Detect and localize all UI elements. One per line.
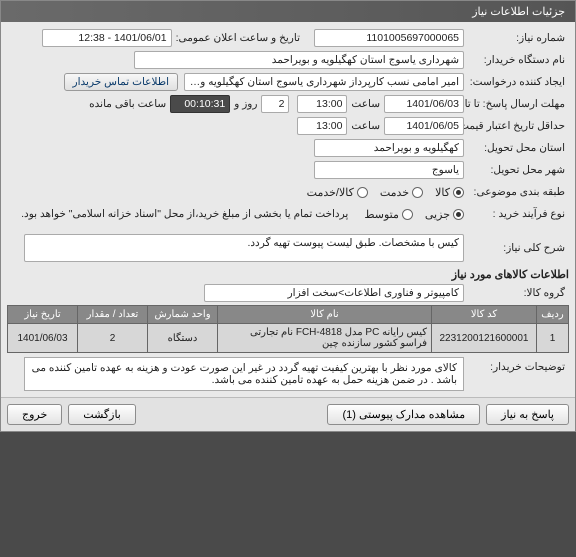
group-value: کامپیوتر و فناوری اطلاعات>سخت افزار	[204, 284, 464, 302]
attachments-button[interactable]: مشاهده مدارک پیوستی (1)	[327, 404, 480, 425]
exit-button[interactable]: خروج	[7, 404, 62, 425]
category-radios: کالا خدمت کالا/خدمت	[307, 186, 464, 199]
buyer-org-value: شهرداری یاسوج استان کهگیلویه و بویراحمد	[134, 51, 464, 69]
th-qty: تعداد / مقدار	[78, 306, 148, 324]
need-details-dialog: جزئیات اطلاعات نیاز شماره نیاز: 11010056…	[0, 0, 576, 432]
radio-dot-icon	[453, 209, 464, 220]
summary-label: شرح کلی نیاز:	[464, 242, 569, 254]
th-date: تاریخ نیاز	[8, 306, 78, 324]
dialog-content: شماره نیاز: 1101005697000065 تاریخ و ساع…	[1, 22, 575, 397]
radio-dot-icon	[412, 187, 423, 198]
province-value: کهگیلویه و بویراحمد	[314, 139, 464, 157]
need-no-value: 1101005697000065	[314, 29, 464, 47]
deadline-time: 13:00	[297, 95, 347, 113]
radio-medium-label: متوسط	[364, 208, 399, 221]
summary-value: کیس با مشخصات. طبق لیست پیوست تهیه گردد.	[24, 234, 464, 262]
days-left: 2	[261, 95, 289, 113]
items-table: ردیف کد کالا نام کالا واحد شمارش تعداد /…	[7, 305, 569, 353]
dialog-header: جزئیات اطلاعات نیاز	[1, 1, 575, 22]
radio-dot-icon	[453, 187, 464, 198]
contact-info-button[interactable]: اطلاعات تماس خریدار	[64, 73, 178, 91]
creator-value: امیر امامی نسب کارپرداز شهرداری یاسوج اس…	[184, 73, 464, 91]
dialog-title: جزئیات اطلاعات نیاز	[472, 6, 565, 18]
deadline-date: 1401/06/03	[384, 95, 464, 113]
cell-code: 2231200121600001	[432, 324, 537, 353]
radio-goods[interactable]: کالا	[435, 186, 464, 199]
radio-partial[interactable]: جزیی	[425, 208, 464, 221]
price-valid-label: حداقل تاریخ اعتبار قیمت: تا تاریخ:	[464, 121, 569, 132]
category-label: طبقه بندی موضوعی:	[464, 186, 569, 198]
th-unit: واحد شمارش	[148, 306, 218, 324]
announce-label: تاریخ و ساعت اعلان عمومی:	[172, 32, 304, 44]
radio-partial-label: جزیی	[425, 208, 450, 221]
announce-value: 1401/06/01 - 12:38	[42, 29, 172, 47]
cell-idx: 1	[537, 324, 569, 353]
deadline-label: مهلت ارسال پاسخ: تا تاریخ:	[464, 99, 569, 110]
radio-dot-icon	[357, 187, 368, 198]
buyer-notes-label: توضیحات خریدار:	[464, 357, 569, 373]
process-label: نوع فرآیند خرید :	[464, 208, 569, 220]
price-valid-time: 13:00	[297, 117, 347, 135]
th-name: نام کالا	[218, 306, 432, 324]
radio-goods-label: کالا	[435, 186, 450, 199]
buyer-org-label: نام دستگاه خریدار:	[464, 54, 569, 66]
radio-service[interactable]: خدمت	[380, 186, 423, 199]
radio-medium[interactable]: متوسط	[364, 208, 413, 221]
group-label: گروه کالا:	[464, 287, 569, 299]
table-header-row: ردیف کد کالا نام کالا واحد شمارش تعداد /…	[8, 306, 569, 324]
process-radios: جزیی متوسط	[364, 208, 464, 221]
cell-qty: 2	[78, 324, 148, 353]
price-valid-date: 1401/06/05	[384, 117, 464, 135]
radio-service-label: خدمت	[380, 186, 409, 199]
payment-note: پرداخت تمام یا بخشی از مبلغ خرید،از محل …	[17, 208, 352, 220]
cell-unit: دستگاه	[148, 324, 218, 353]
radio-both[interactable]: کالا/خدمت	[307, 186, 368, 199]
th-code: کد کالا	[432, 306, 537, 324]
dialog-footer: پاسخ به نیاز مشاهده مدارک پیوستی (1) باز…	[1, 397, 575, 431]
remain-time: 00:10:31	[170, 95, 230, 113]
th-idx: ردیف	[537, 306, 569, 324]
back-button[interactable]: بازگشت	[68, 404, 136, 425]
time-label-2: ساعت	[347, 120, 384, 132]
reply-button[interactable]: پاسخ به نیاز	[486, 404, 569, 425]
radio-dot-icon	[402, 209, 413, 220]
cell-name: کیس رایانه PC مدل FCH-4818 نام تجارتی فر…	[218, 324, 432, 353]
radio-both-label: کالا/خدمت	[307, 186, 354, 199]
city-label: شهر محل تحویل:	[464, 164, 569, 176]
remain-label: ساعت باقی مانده	[85, 98, 170, 110]
table-row: 1 2231200121600001 کیس رایانه PC مدل FCH…	[8, 324, 569, 353]
items-section-title: اطلاعات کالاهای مورد نیاز	[7, 268, 569, 281]
province-label: استان محل تحویل:	[464, 142, 569, 154]
cell-date: 1401/06/03	[8, 324, 78, 353]
buyer-notes-value: کالای مورد نظر با بهترین کیفیت تهیه گردد…	[24, 357, 464, 391]
time-label-1: ساعت	[347, 98, 384, 110]
day-label: روز و	[230, 98, 261, 110]
creator-label: ایجاد کننده درخواست:	[464, 76, 569, 88]
need-no-label: شماره نیاز:	[464, 32, 569, 44]
city-value: یاسوج	[314, 161, 464, 179]
